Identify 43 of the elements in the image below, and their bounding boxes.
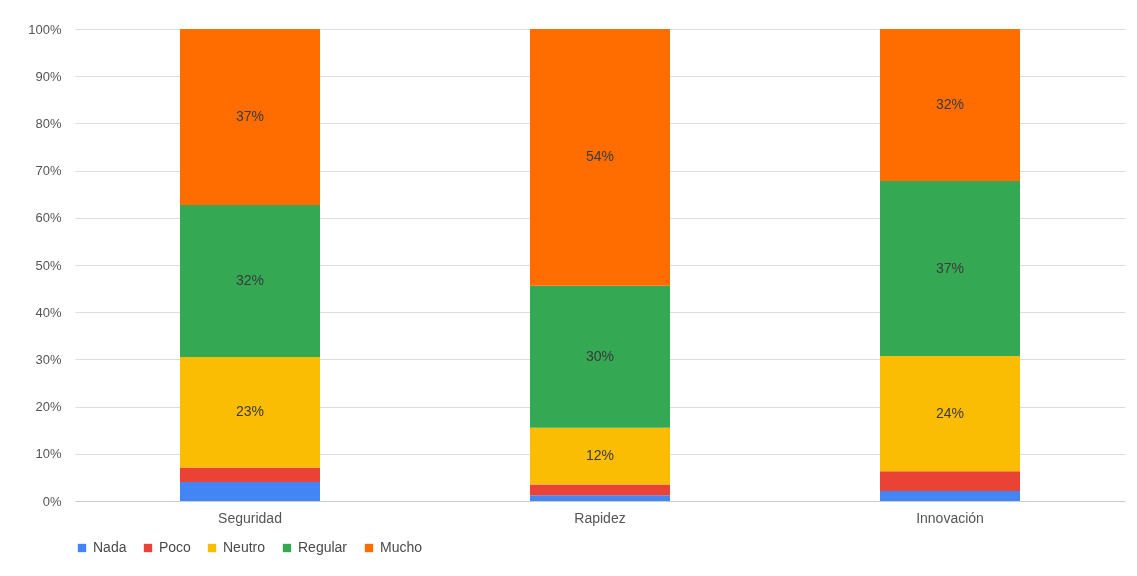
data-label: 54%: [585, 148, 615, 165]
data-label: 37%: [235, 108, 265, 125]
bar: [180, 467, 320, 483]
data-label: 32%: [935, 95, 965, 112]
bar: [880, 180, 1020, 357]
bar: [180, 29, 320, 206]
bar: [880, 471, 1020, 492]
data-label: 37%: [935, 259, 965, 276]
legend-label: Mucho: [380, 539, 423, 555]
data-label: 30%: [585, 347, 615, 364]
bar: [180, 482, 320, 501]
bar: [530, 495, 670, 501]
x-tick-label: Seguridad: [218, 509, 282, 526]
y-tick-label: 60%: [35, 210, 62, 226]
data-label: 24%: [935, 404, 965, 421]
bar: [880, 29, 1020, 181]
bar: [180, 205, 320, 358]
legend-label: Neutro: [223, 539, 266, 555]
y-tick-label: 100%: [28, 21, 62, 37]
x-tick-label: Innovación: [916, 509, 984, 526]
data-label: 23%: [235, 403, 265, 420]
legend-label: Regular: [298, 539, 348, 555]
bar: [530, 29, 670, 286]
bar: [180, 357, 320, 468]
bar: [530, 484, 670, 496]
y-tick-label: 90%: [35, 68, 62, 84]
bar: [880, 356, 1020, 472]
y-tick-label: 30%: [35, 351, 62, 367]
y-tick-label: 0%: [42, 493, 62, 509]
y-tick-label: 50%: [35, 257, 62, 273]
data-label: 12%: [585, 447, 615, 464]
data-label: 32%: [235, 272, 265, 289]
y-tick-label: 40%: [35, 304, 62, 320]
y-tick-label: 20%: [35, 399, 62, 415]
y-tick-label: 80%: [35, 115, 62, 131]
bar: [530, 285, 670, 428]
legend-label: Poco: [159, 539, 192, 555]
x-tick-label: Rapidez: [574, 509, 626, 526]
bar: [880, 491, 1020, 501]
bar: [530, 427, 670, 485]
legend-label: Nada: [93, 539, 127, 555]
y-tick-label: 10%: [35, 446, 62, 462]
y-tick-label: 70%: [35, 163, 62, 179]
